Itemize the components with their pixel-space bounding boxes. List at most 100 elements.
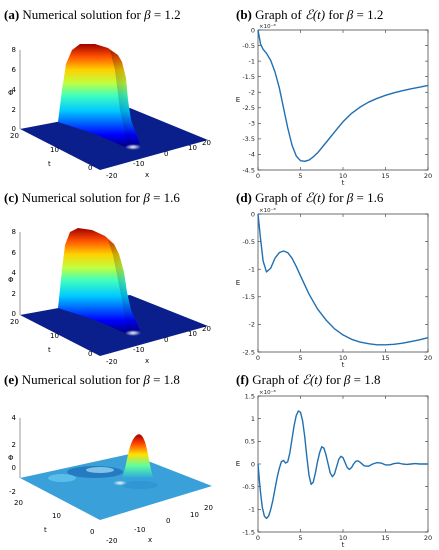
surface-c-xtick: -20 <box>106 358 117 366</box>
x-tick-label: 20 <box>424 172 432 180</box>
plot-frame <box>257 213 429 353</box>
surface-e-xtick: 10 <box>190 511 199 519</box>
surface-e-ztick: -2 <box>9 488 16 496</box>
surface-e-wave <box>48 474 76 482</box>
surface-a-xtick: 0 <box>164 150 168 158</box>
surface-e-xtick: 20 <box>204 504 213 512</box>
caption-b: (b) Graph of ℰ(t) for β = 1.2 <box>236 7 384 22</box>
surface-c-zlabel: Φ <box>8 276 14 284</box>
surface-e-ttick: 10 <box>52 512 61 520</box>
series-line <box>257 29 429 162</box>
y-tick-label: 0 <box>251 460 255 468</box>
surface-c-tlabel: t <box>48 346 51 354</box>
surface-e-xlabel: x <box>148 536 152 544</box>
surface-c-xtick: 10 <box>188 330 197 338</box>
surface-a-ztick: 6 <box>12 66 17 74</box>
y-tick-label: 0.5 <box>245 438 255 446</box>
x-tick-label: 5 <box>298 354 302 362</box>
x-tick-label: 15 <box>381 534 389 542</box>
line-chart-d: 0 5 10 15 20 0 -0.5 -1 -1.5 -2 -2.5 ×10⁻⁸ t E <box>236 207 432 369</box>
y-axis-label: E <box>236 96 240 104</box>
x-tick-label: 5 <box>298 172 302 180</box>
y-tick-label: -1.5 <box>242 528 255 536</box>
y-axis-label: E <box>236 279 240 287</box>
series-line <box>257 410 428 520</box>
y-exponent: ×10⁻⁸ <box>259 207 277 214</box>
y-tick-label: 1 <box>251 415 255 423</box>
x-tick-label: 10 <box>339 354 347 362</box>
surface-a-ttick: 0 <box>88 164 92 172</box>
y-tick-label: -0.5 <box>242 238 255 246</box>
y-tick-label: -1 <box>249 266 255 274</box>
surface-e-ttick: 20 <box>14 499 23 507</box>
y-tick-label: -1 <box>249 57 255 65</box>
surface-c-ridge <box>58 228 140 333</box>
y-tick-label: -2.5 <box>242 104 255 112</box>
caption-e: (e) Numerical solution for β = 1.8 <box>4 372 180 387</box>
y-axis-label: E <box>236 460 240 468</box>
surface-c-xtick: 20 <box>202 325 211 333</box>
surface-c-ztick: 0 <box>12 310 16 318</box>
surface-plot-c: 8 6 4 2 0 Φ 20 10 0 t -20 -10 0 10 20 x <box>8 228 211 366</box>
y-tick-label: -3.5 <box>242 135 255 143</box>
x-tick-label: 20 <box>424 354 432 362</box>
surface-c-ztick: 6 <box>12 249 17 257</box>
x-axis-label: t <box>342 361 345 369</box>
caption-d: (d) Graph of ℰ(t) for β = 1.6 <box>236 190 384 205</box>
caption-c: (c) Numerical solution for β = 1.6 <box>4 190 180 205</box>
y-exponent: ×10⁻⁸ <box>259 389 277 396</box>
surface-e-wave <box>122 481 158 489</box>
surface-e-ttick: 0 <box>90 528 94 536</box>
surface-a-zlabel: Φ <box>8 89 14 97</box>
surface-e-floor <box>20 454 212 520</box>
surface-e-highlight <box>113 480 127 486</box>
surface-a-xtick: 10 <box>188 144 197 152</box>
surface-c-ztick: 8 <box>12 228 16 236</box>
y-exponent: ×10⁻⁸ <box>259 23 277 30</box>
surface-e-peak <box>122 434 154 479</box>
y-tick-label: -4 <box>249 151 255 159</box>
x-tick-label: 0 <box>256 354 260 362</box>
surface-a-tlabel: t <box>48 160 51 168</box>
surface-a-highlight <box>125 144 141 150</box>
surface-a-xlabel: x <box>145 171 149 179</box>
x-tick-label: 5 <box>298 534 302 542</box>
surface-plot-e: 4 2 0 -2 Φ 20 10 0 t -20 -10 0 10 20 x <box>8 414 213 545</box>
x-tick-label: 15 <box>381 172 389 180</box>
y-tick-label: 1.5 <box>245 392 255 400</box>
y-tick-label: -2.5 <box>242 348 255 356</box>
surface-plot-a: 8 6 4 2 0 Φ 20 10 0 t -20 -10 0 10 20 x <box>8 44 211 180</box>
surface-a-xtick: 20 <box>202 139 211 147</box>
x-axis-label: t <box>342 179 345 187</box>
surface-c-xtick: -10 <box>133 346 144 354</box>
surface-a-ztick: 8 <box>12 46 16 54</box>
x-axis-label: t <box>342 541 345 549</box>
x-tick-label: 10 <box>339 172 347 180</box>
surface-a-ridge-shade <box>110 50 140 146</box>
y-tick-label: -2 <box>249 321 255 329</box>
x-tick-label: 0 <box>256 172 260 180</box>
y-tick-label: -2 <box>249 89 255 97</box>
surface-c-ridge-shade <box>108 240 140 332</box>
y-tick-label: -3 <box>249 120 255 128</box>
y-tick-label: -4.5 <box>242 166 255 174</box>
surface-e-ztick: 0 <box>12 464 16 472</box>
x-tick-label: 15 <box>381 354 389 362</box>
surface-c-ttick: 20 <box>10 318 19 326</box>
surface-c-ttick: 10 <box>50 332 59 340</box>
caption-a: (a) Numerical solution for β = 1.2 <box>4 7 181 22</box>
surface-a-ttick: 20 <box>10 132 19 140</box>
surface-a-ztick: 0 <box>12 125 16 133</box>
y-tick-label: -1.5 <box>242 293 255 301</box>
plot-frame <box>257 29 429 171</box>
caption-f: (f) Graph of ℰ(t) for β = 1.8 <box>236 372 381 387</box>
surface-e-xtick: 0 <box>166 517 170 525</box>
surface-c-ttick: 0 <box>88 350 92 358</box>
surface-c-ztick: 2 <box>12 290 16 298</box>
surface-e-ztick: 4 <box>12 414 17 422</box>
surface-c-xtick: 0 <box>164 336 168 344</box>
surface-a-ttick: 10 <box>50 146 59 154</box>
surface-e-zlabel: Φ <box>8 454 14 462</box>
surface-a-xtick: -20 <box>106 172 117 180</box>
